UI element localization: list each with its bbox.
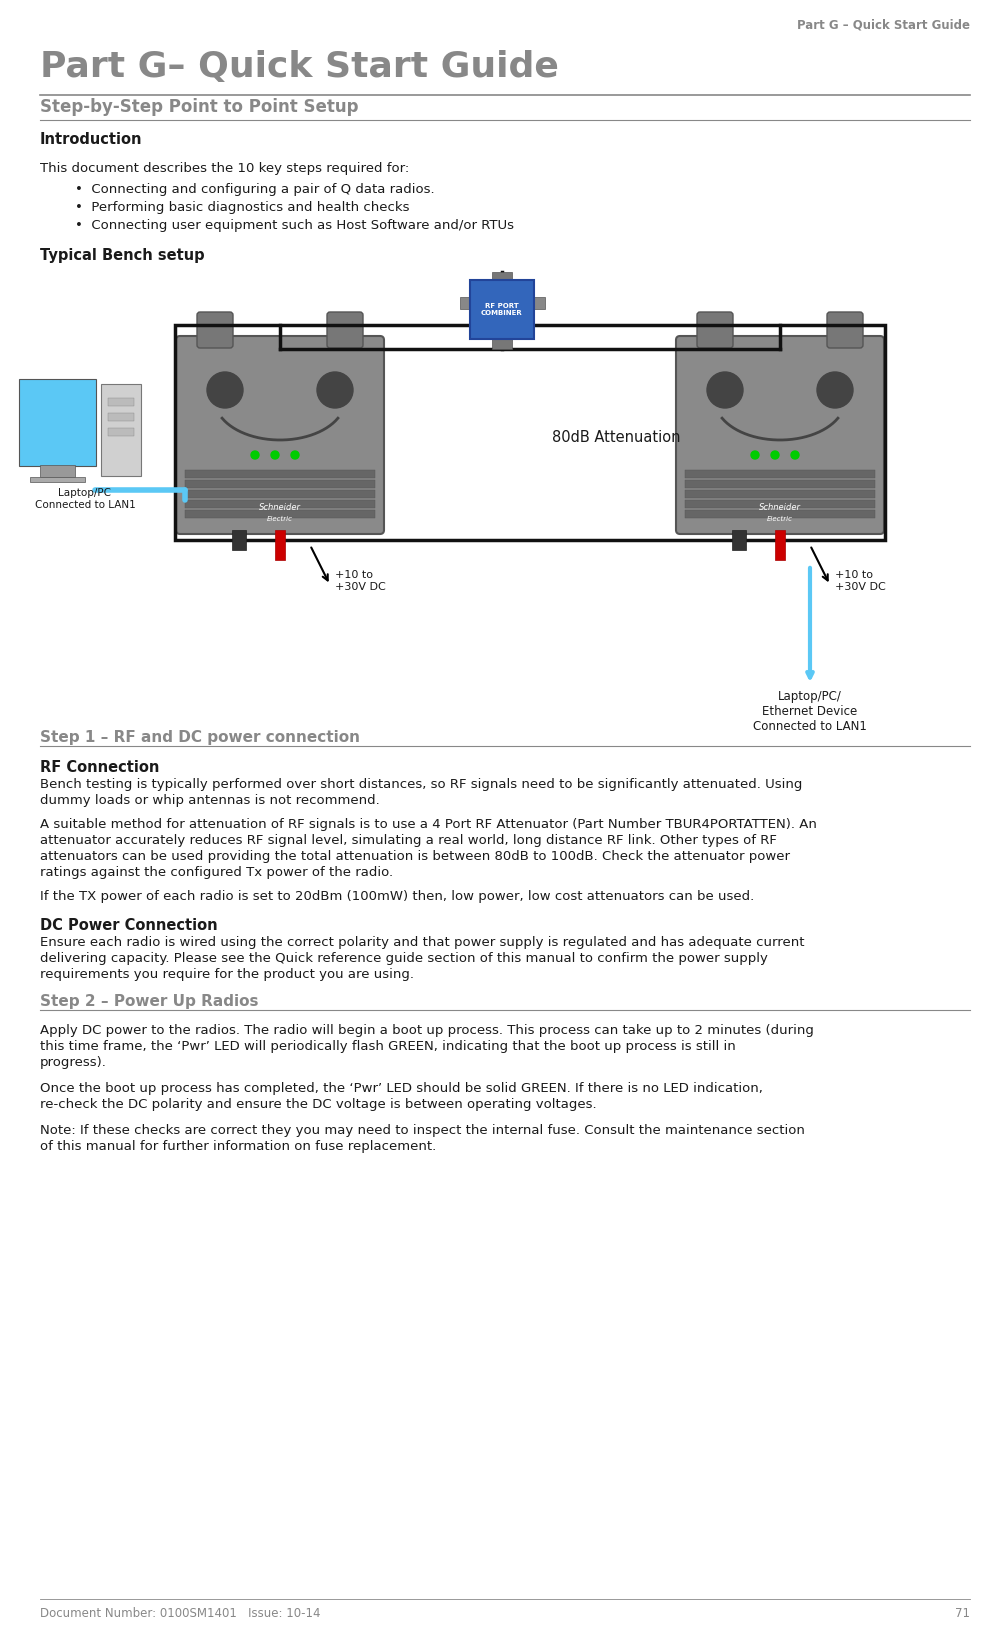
Text: progress).: progress). xyxy=(40,1056,106,1069)
FancyBboxPatch shape xyxy=(101,385,140,476)
Text: •  Performing basic diagnostics and health checks: • Performing basic diagnostics and healt… xyxy=(75,201,409,214)
Text: •  Connecting user equipment such as Host Software and/or RTUs: • Connecting user equipment such as Host… xyxy=(75,219,514,232)
Text: Introduction: Introduction xyxy=(40,133,142,147)
Bar xyxy=(108,413,133,421)
Text: Document Number: 0100SM1401   Issue: 10-14: Document Number: 0100SM1401 Issue: 10-14 xyxy=(40,1608,320,1621)
FancyBboxPatch shape xyxy=(826,313,863,349)
Bar xyxy=(108,398,133,406)
Bar xyxy=(185,470,375,478)
Bar xyxy=(40,465,75,476)
Text: 71: 71 xyxy=(954,1608,969,1621)
Circle shape xyxy=(271,452,279,458)
Text: attenuator accurately reduces RF signal level, simulating a real world, long dis: attenuator accurately reduces RF signal … xyxy=(40,833,776,846)
Text: Once the boot up process has completed, the ‘Pwr’ LED should be solid GREEN. If : Once the boot up process has completed, … xyxy=(40,1082,762,1095)
Text: Step 2 – Power Up Radios: Step 2 – Power Up Radios xyxy=(40,994,258,1008)
Text: delivering capacity. Please see the Quick reference guide section of this manual: delivering capacity. Please see the Quic… xyxy=(40,953,767,964)
Text: •  Connecting and configuring a pair of Q data radios.: • Connecting and configuring a pair of Q… xyxy=(75,183,434,196)
Text: A suitable method for attenuation of RF signals is to use a 4 Port RF Attenuator: A suitable method for attenuation of RF … xyxy=(40,818,816,832)
Text: Apply DC power to the radios. The radio will begin a boot up process. This proce: Apply DC power to the radios. The radio … xyxy=(40,1025,813,1036)
Bar xyxy=(684,499,875,507)
Bar xyxy=(684,470,875,478)
Bar xyxy=(185,511,375,517)
FancyBboxPatch shape xyxy=(19,380,96,467)
Text: Note: If these checks are correct they you may need to inspect the internal fuse: Note: If these checks are correct they y… xyxy=(40,1125,804,1138)
FancyBboxPatch shape xyxy=(469,280,534,339)
Text: Laptop/PC/
Ethernet Device
Connected to LAN1: Laptop/PC/ Ethernet Device Connected to … xyxy=(752,691,866,733)
Bar xyxy=(491,272,512,283)
FancyBboxPatch shape xyxy=(696,313,732,349)
Text: This document describes the 10 key steps required for:: This document describes the 10 key steps… xyxy=(40,162,409,175)
FancyBboxPatch shape xyxy=(675,336,883,534)
Bar xyxy=(684,511,875,517)
Circle shape xyxy=(291,452,299,458)
Text: requirements you require for the product you are using.: requirements you require for the product… xyxy=(40,967,413,981)
Text: Schneider: Schneider xyxy=(259,503,301,512)
Text: 80dB Attenuation: 80dB Attenuation xyxy=(552,431,680,445)
Bar xyxy=(185,489,375,498)
Text: If the TX power of each radio is set to 20dBm (100mW) then, low power, low cost : If the TX power of each radio is set to … xyxy=(40,891,753,904)
Circle shape xyxy=(317,372,353,408)
Bar xyxy=(185,480,375,488)
Circle shape xyxy=(770,452,778,458)
Circle shape xyxy=(750,452,758,458)
Bar xyxy=(731,530,745,550)
Circle shape xyxy=(207,372,243,408)
Text: Typical Bench setup: Typical Bench setup xyxy=(40,247,205,264)
Text: Part G – Quick Start Guide: Part G – Quick Start Guide xyxy=(796,18,969,31)
Bar xyxy=(491,337,512,349)
Bar xyxy=(232,530,246,550)
Bar xyxy=(275,530,285,560)
Text: this time frame, the ‘Pwr’ LED will periodically flash GREEN, indicating that th: this time frame, the ‘Pwr’ LED will peri… xyxy=(40,1039,735,1053)
Text: RF PORT
COMBINER: RF PORT COMBINER xyxy=(480,303,523,316)
Circle shape xyxy=(790,452,798,458)
Text: of this manual for further information on fuse replacement.: of this manual for further information o… xyxy=(40,1139,436,1152)
Text: Step-by-Step Point to Point Setup: Step-by-Step Point to Point Setup xyxy=(40,98,358,116)
Text: Bench testing is typically performed over short distances, so RF signals need to: Bench testing is typically performed ove… xyxy=(40,778,801,791)
Text: Laptop/PC
Connected to LAN1: Laptop/PC Connected to LAN1 xyxy=(34,488,135,509)
Text: Electric: Electric xyxy=(766,516,792,522)
Text: re-check the DC polarity and ensure the DC voltage is between operating voltages: re-check the DC polarity and ensure the … xyxy=(40,1098,596,1112)
Bar xyxy=(684,480,875,488)
Text: Ensure each radio is wired using the correct polarity and that power supply is r: Ensure each radio is wired using the cor… xyxy=(40,936,803,949)
Bar xyxy=(175,326,884,540)
Bar xyxy=(532,296,545,309)
Circle shape xyxy=(251,452,259,458)
Text: RF Connection: RF Connection xyxy=(40,760,159,774)
FancyBboxPatch shape xyxy=(327,313,363,349)
Text: ratings against the configured Tx power of the radio.: ratings against the configured Tx power … xyxy=(40,866,393,879)
Bar xyxy=(684,489,875,498)
Text: Schneider: Schneider xyxy=(758,503,800,512)
FancyBboxPatch shape xyxy=(176,336,383,534)
FancyBboxPatch shape xyxy=(197,313,233,349)
Text: Part G– Quick Start Guide: Part G– Quick Start Guide xyxy=(40,51,559,83)
Text: attenuators can be used providing the total attenuation is between 80dB to 100dB: attenuators can be used providing the to… xyxy=(40,850,789,863)
Bar xyxy=(185,499,375,507)
Text: dummy loads or whip antennas is not recommend.: dummy loads or whip antennas is not reco… xyxy=(40,794,379,807)
Text: +10 to
+30V DC: +10 to +30V DC xyxy=(834,570,885,591)
Circle shape xyxy=(706,372,742,408)
Bar xyxy=(30,476,85,481)
Text: DC Power Connection: DC Power Connection xyxy=(40,918,218,933)
Bar xyxy=(459,296,472,309)
Bar xyxy=(108,427,133,435)
Text: Step 1 – RF and DC power connection: Step 1 – RF and DC power connection xyxy=(40,730,360,745)
Bar xyxy=(774,530,784,560)
Text: Electric: Electric xyxy=(267,516,293,522)
Circle shape xyxy=(816,372,853,408)
Text: +10 to
+30V DC: +10 to +30V DC xyxy=(335,570,385,591)
